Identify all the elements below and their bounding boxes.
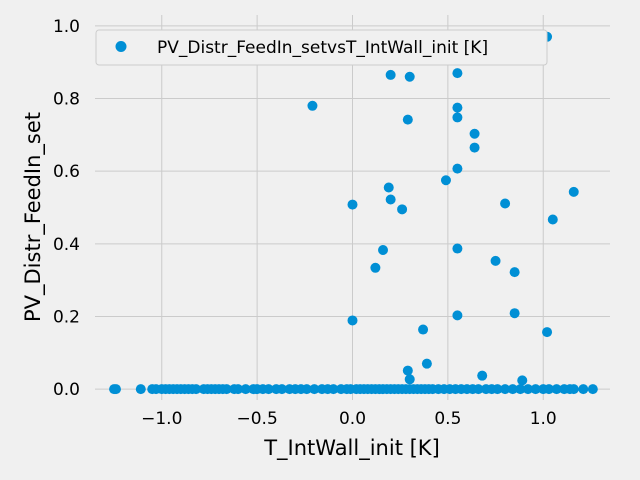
- data-point: [587, 384, 598, 395]
- data-point: [500, 198, 511, 209]
- data-point: [191, 384, 202, 395]
- data-point: [418, 324, 429, 335]
- data-point: [347, 315, 358, 326]
- y-tick-labels: 0.0 0.2 0.4 0.6 0.8 1.0: [53, 17, 80, 400]
- data-point: [383, 182, 394, 193]
- data-point: [543, 384, 554, 395]
- y-axis-label: PV_Distr_FeedIn_set: [21, 112, 46, 322]
- data-point: [568, 186, 579, 197]
- data-point: [452, 112, 463, 123]
- data-points: [109, 31, 598, 395]
- data-point: [385, 69, 396, 80]
- y-tick-label: 1.0: [53, 17, 80, 37]
- data-point: [233, 384, 244, 395]
- y-tick-label: 0.8: [53, 90, 80, 110]
- data-point: [469, 128, 480, 139]
- y-tick-label: 0.6: [53, 162, 80, 182]
- data-point: [500, 384, 511, 395]
- data-point: [307, 100, 318, 111]
- data-point: [404, 71, 415, 82]
- data-point: [402, 114, 413, 125]
- data-point: [515, 384, 526, 395]
- x-axis-label: T_IntWall_init [K]: [263, 436, 440, 461]
- y-tick-label: 0.0: [53, 380, 80, 400]
- x-tick-label: 0.5: [434, 409, 461, 429]
- data-point: [276, 384, 287, 395]
- data-point: [452, 243, 463, 254]
- data-point: [578, 384, 589, 395]
- data-point: [469, 142, 480, 153]
- x-tick-labels: −1.0 −0.5 0.0 0.5 1.0: [141, 409, 557, 429]
- y-tick-label: 0.2: [53, 307, 80, 327]
- data-point: [473, 384, 484, 395]
- data-point: [378, 244, 389, 255]
- data-point: [547, 214, 558, 225]
- data-point: [385, 194, 396, 205]
- legend-box: [95, 29, 548, 66]
- data-point: [404, 374, 415, 385]
- data-point: [507, 384, 518, 395]
- data-point: [568, 384, 579, 395]
- data-point: [397, 204, 408, 215]
- legend-label: PV_Distr_FeedIn_setvsT_IntWall_init [K]: [157, 38, 488, 58]
- data-point: [309, 384, 320, 395]
- data-point: [440, 175, 451, 186]
- data-point: [517, 375, 528, 386]
- data-point: [490, 255, 501, 266]
- data-point: [301, 384, 312, 395]
- data-point: [452, 68, 463, 79]
- data-point: [347, 199, 358, 210]
- x-tick-label: −0.5: [236, 409, 277, 429]
- data-point: [263, 384, 274, 395]
- data-point: [522, 384, 533, 395]
- data-point: [530, 384, 541, 395]
- data-point: [421, 358, 432, 369]
- y-tick-label: 0.4: [53, 235, 80, 255]
- legend-marker: [115, 41, 127, 52]
- data-point: [452, 310, 463, 321]
- legend: PV_Distr_FeedIn_setvsT_IntWall_init [K]: [95, 29, 548, 66]
- data-point: [542, 327, 553, 338]
- data-point: [328, 384, 339, 395]
- data-point: [240, 384, 251, 395]
- data-point: [370, 262, 381, 273]
- x-tick-label: −1.0: [141, 409, 182, 429]
- data-point: [509, 308, 520, 319]
- data-point: [509, 267, 520, 278]
- data-point: [492, 384, 503, 395]
- data-point: [452, 102, 463, 113]
- data-point: [110, 384, 121, 395]
- data-point: [452, 163, 463, 174]
- data-point: [221, 384, 232, 395]
- data-point: [135, 384, 146, 395]
- data-point: [477, 370, 488, 381]
- x-tick-label: 1.0: [530, 409, 557, 429]
- data-point: [551, 384, 562, 395]
- x-tick-label: 0.0: [339, 409, 366, 429]
- data-point: [402, 365, 413, 376]
